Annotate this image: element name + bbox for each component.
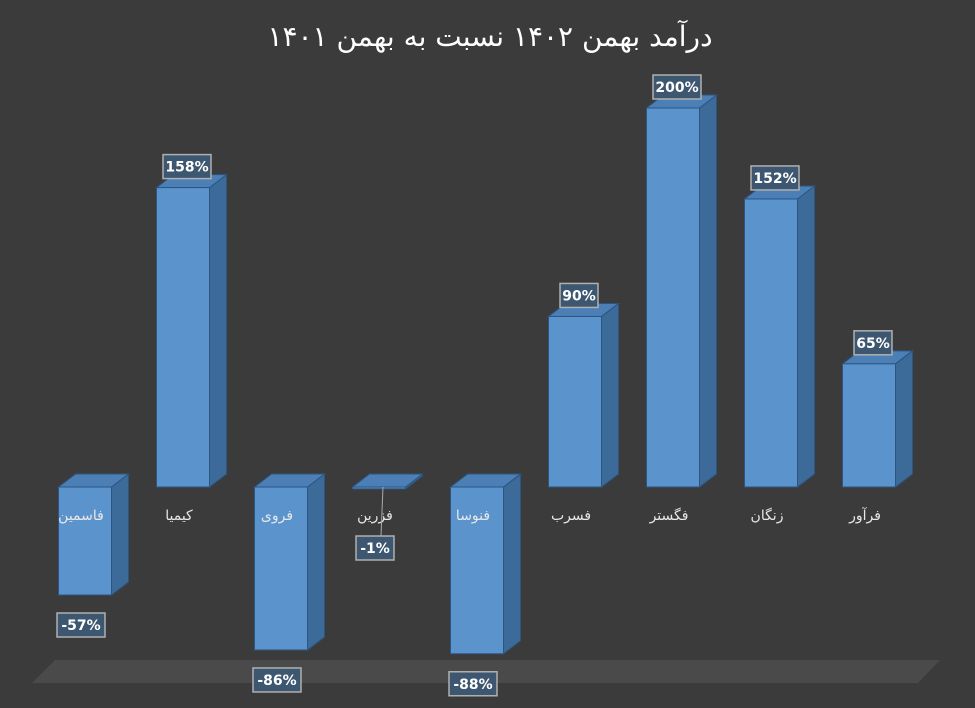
- value-label: -86%: [257, 673, 296, 689]
- bar-side: [209, 173, 227, 489]
- x-tick-label: فرآور: [848, 507, 881, 524]
- bar-side: [699, 93, 717, 489]
- value-label: 200%: [655, 80, 698, 96]
- bar: [744, 198, 798, 488]
- value-label: -88%: [453, 677, 492, 693]
- value-label: 90%: [562, 288, 596, 304]
- bar: [450, 486, 504, 655]
- x-tick-label: فسرب: [551, 508, 591, 524]
- value-label-box: [750, 165, 800, 191]
- x-tick-label: فگستر: [649, 507, 689, 524]
- x-tick-label: کیمیا: [165, 508, 193, 524]
- value-label-box: [559, 282, 599, 309]
- bar: [352, 486, 406, 490]
- bar: [58, 486, 112, 596]
- bar: [156, 187, 210, 488]
- value-label-box: [355, 535, 395, 561]
- bar: [548, 315, 602, 488]
- value-label-box: [853, 330, 893, 356]
- x-tick-label: فزرین: [357, 508, 393, 524]
- value-label-box: [162, 153, 212, 180]
- value-label-box: [56, 612, 106, 638]
- value-label-box: [448, 671, 498, 697]
- x-tick-label: فروی: [261, 508, 293, 524]
- bar-side: [601, 302, 619, 489]
- value-label: 158%: [165, 160, 208, 176]
- value-label-box: [252, 667, 302, 693]
- value-label-box: [652, 74, 702, 100]
- bar-side: [797, 184, 815, 489]
- x-tick-label: فاسمین: [58, 508, 104, 524]
- x-tick-label: فنوسا: [456, 508, 490, 524]
- value-label: -57%: [61, 618, 100, 634]
- bar: [254, 486, 308, 651]
- bar-side: [111, 472, 129, 597]
- value-label: 152%: [753, 171, 796, 187]
- bar-side: [503, 472, 521, 655]
- bar: [842, 363, 896, 488]
- bar: [646, 107, 700, 488]
- chart-title: درآمد بهمن ۱۴۰۲ نسبت به بهمن ۱۴۰۱: [267, 20, 712, 53]
- x-tick-label: زنگان: [751, 507, 784, 524]
- bar-side: [895, 349, 913, 489]
- leader-line: [380, 486, 384, 537]
- value-label: -1%: [360, 541, 390, 557]
- bar-side: [307, 472, 325, 651]
- value-label: 65%: [856, 336, 890, 352]
